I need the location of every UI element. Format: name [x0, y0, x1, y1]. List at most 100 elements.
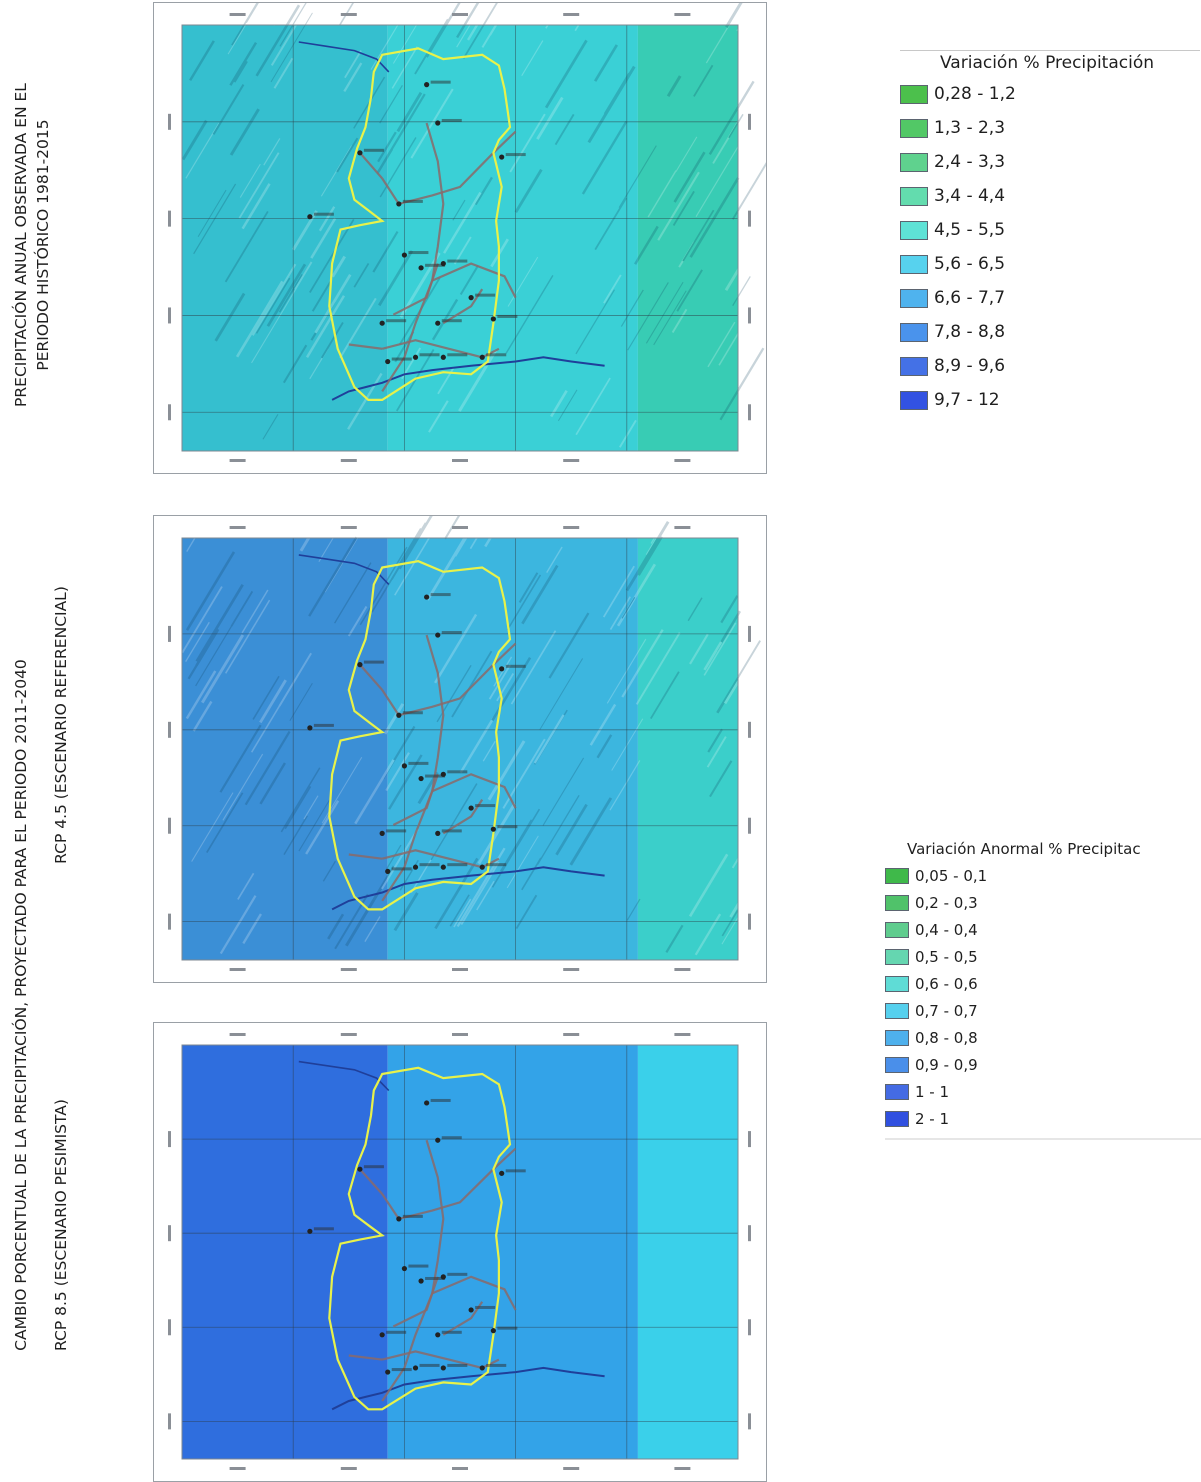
- ridge-line: [521, 564, 559, 625]
- ridge-line: [241, 183, 271, 230]
- ridge-line: [251, 263, 297, 336]
- ridge-line: [645, 516, 672, 556]
- legend-item-label: 0,05 - 0,1: [915, 866, 988, 885]
- town-label: [497, 314, 518, 318]
- town-label: [447, 259, 468, 263]
- tick-label-left: [168, 1131, 171, 1148]
- town-marker: [357, 150, 363, 156]
- ridge-line: [518, 572, 539, 603]
- town-label: [505, 664, 526, 668]
- tick-label-top: [229, 526, 246, 529]
- town-label: [447, 1363, 468, 1367]
- ridge-line: [311, 281, 332, 312]
- ridge-line: [255, 4, 301, 77]
- tick-label-left: [168, 1225, 171, 1242]
- ridge-line: [451, 650, 493, 718]
- tick-label-top: [229, 13, 246, 16]
- ridge-line: [309, 218, 355, 293]
- town-label: [430, 1098, 451, 1102]
- town-marker: [424, 82, 430, 88]
- town-label: [313, 212, 334, 216]
- ridge-line: [376, 93, 426, 174]
- historic-label-line1: PRECIPITACIÓN ANUAL OBSERVADA EN EL: [12, 83, 30, 407]
- tick-label-top: [674, 13, 691, 16]
- ridge-line: [712, 116, 742, 164]
- ridge-line: [594, 197, 627, 251]
- town-label: [363, 148, 384, 152]
- town-marker: [401, 1265, 407, 1272]
- legend-item: 0,05 - 0,1: [885, 862, 1201, 889]
- ridge-line: [212, 84, 245, 135]
- ridge-line: [731, 810, 766, 869]
- ridge-line: [398, 527, 423, 566]
- town-label: [408, 251, 429, 255]
- ridge-line: [235, 280, 284, 358]
- tick-label-left: [168, 1319, 171, 1336]
- legend-item-label: 0,7 - 0,7: [915, 1001, 978, 1020]
- town-marker: [435, 320, 441, 326]
- tick-label-bottom: [563, 459, 580, 462]
- ridge-line: [219, 895, 257, 955]
- legend-precipitation-variation: Variación % Precipitación 0,28 - 1,2 1,3 …: [900, 50, 1200, 417]
- ridge-line: [707, 728, 723, 753]
- legend-item: 6,6 - 7,7: [900, 281, 1200, 315]
- ridge-line: [555, 803, 588, 856]
- town-label: [313, 723, 334, 727]
- ridge-line: [707, 321, 736, 368]
- tick-label-top: [229, 1033, 246, 1036]
- legend-swatch: [900, 152, 928, 172]
- grid: [182, 1045, 738, 1459]
- ridge-line: [453, 898, 472, 928]
- road: [348, 853, 383, 860]
- ridge-line: [539, 658, 584, 730]
- tick-label-top: [452, 13, 468, 16]
- tick-label-top: [340, 526, 357, 529]
- ridge-line: [255, 277, 291, 334]
- tick-label-left: [168, 913, 171, 930]
- tick-label-right: [748, 1413, 751, 1430]
- ridge-line: [425, 3, 461, 58]
- watershed-boundary: [328, 47, 512, 401]
- ridge-line: [647, 170, 677, 218]
- ridge-line: [536, 96, 564, 140]
- road: [392, 1276, 439, 1328]
- ridge-line: [339, 3, 354, 26]
- legend-item-label: 0,9 - 0,9: [915, 1055, 978, 1074]
- tick-label-top: [674, 526, 691, 529]
- tick-label-bottom: [340, 1467, 357, 1470]
- town-marker: [307, 725, 313, 731]
- ridge-line: [201, 634, 245, 704]
- town-label: [391, 1368, 412, 1372]
- tick-label-top: [340, 1033, 357, 1036]
- town-marker: [468, 805, 474, 811]
- legend-item: 7,8 - 8,8: [900, 315, 1200, 349]
- ridge-line: [390, 522, 427, 580]
- ridge-line: [720, 595, 739, 624]
- ridge-line: [689, 177, 740, 258]
- road: [348, 1354, 383, 1361]
- hillshade-texture: [181, 516, 766, 956]
- ridge-line: [482, 740, 496, 762]
- legend-item: 0,8 - 0,8: [885, 1024, 1201, 1051]
- ridge-line: [534, 709, 568, 765]
- town-marker: [499, 154, 505, 160]
- ridge-line: [185, 670, 217, 720]
- river: [331, 356, 605, 401]
- ridge-line: [719, 347, 765, 421]
- town-marker: [490, 316, 496, 322]
- map-rcp85: [153, 1022, 767, 1482]
- ridge-line: [665, 924, 684, 953]
- ridge-line: [347, 605, 368, 637]
- ridge-line: [186, 519, 207, 552]
- legend-item: 5,6 - 6,5: [900, 247, 1200, 281]
- town-label: [475, 293, 496, 297]
- ridge-line: [603, 72, 631, 115]
- town-label: [486, 863, 507, 867]
- ridge-line: [385, 844, 402, 870]
- legend-swatch: [885, 1002, 909, 1019]
- ridge-line: [676, 269, 703, 312]
- legend-item: 2,4 - 3,3: [900, 145, 1200, 179]
- ridge-line: [596, 734, 613, 759]
- legend-swatch: [885, 1083, 909, 1100]
- ridge-line: [282, 344, 308, 384]
